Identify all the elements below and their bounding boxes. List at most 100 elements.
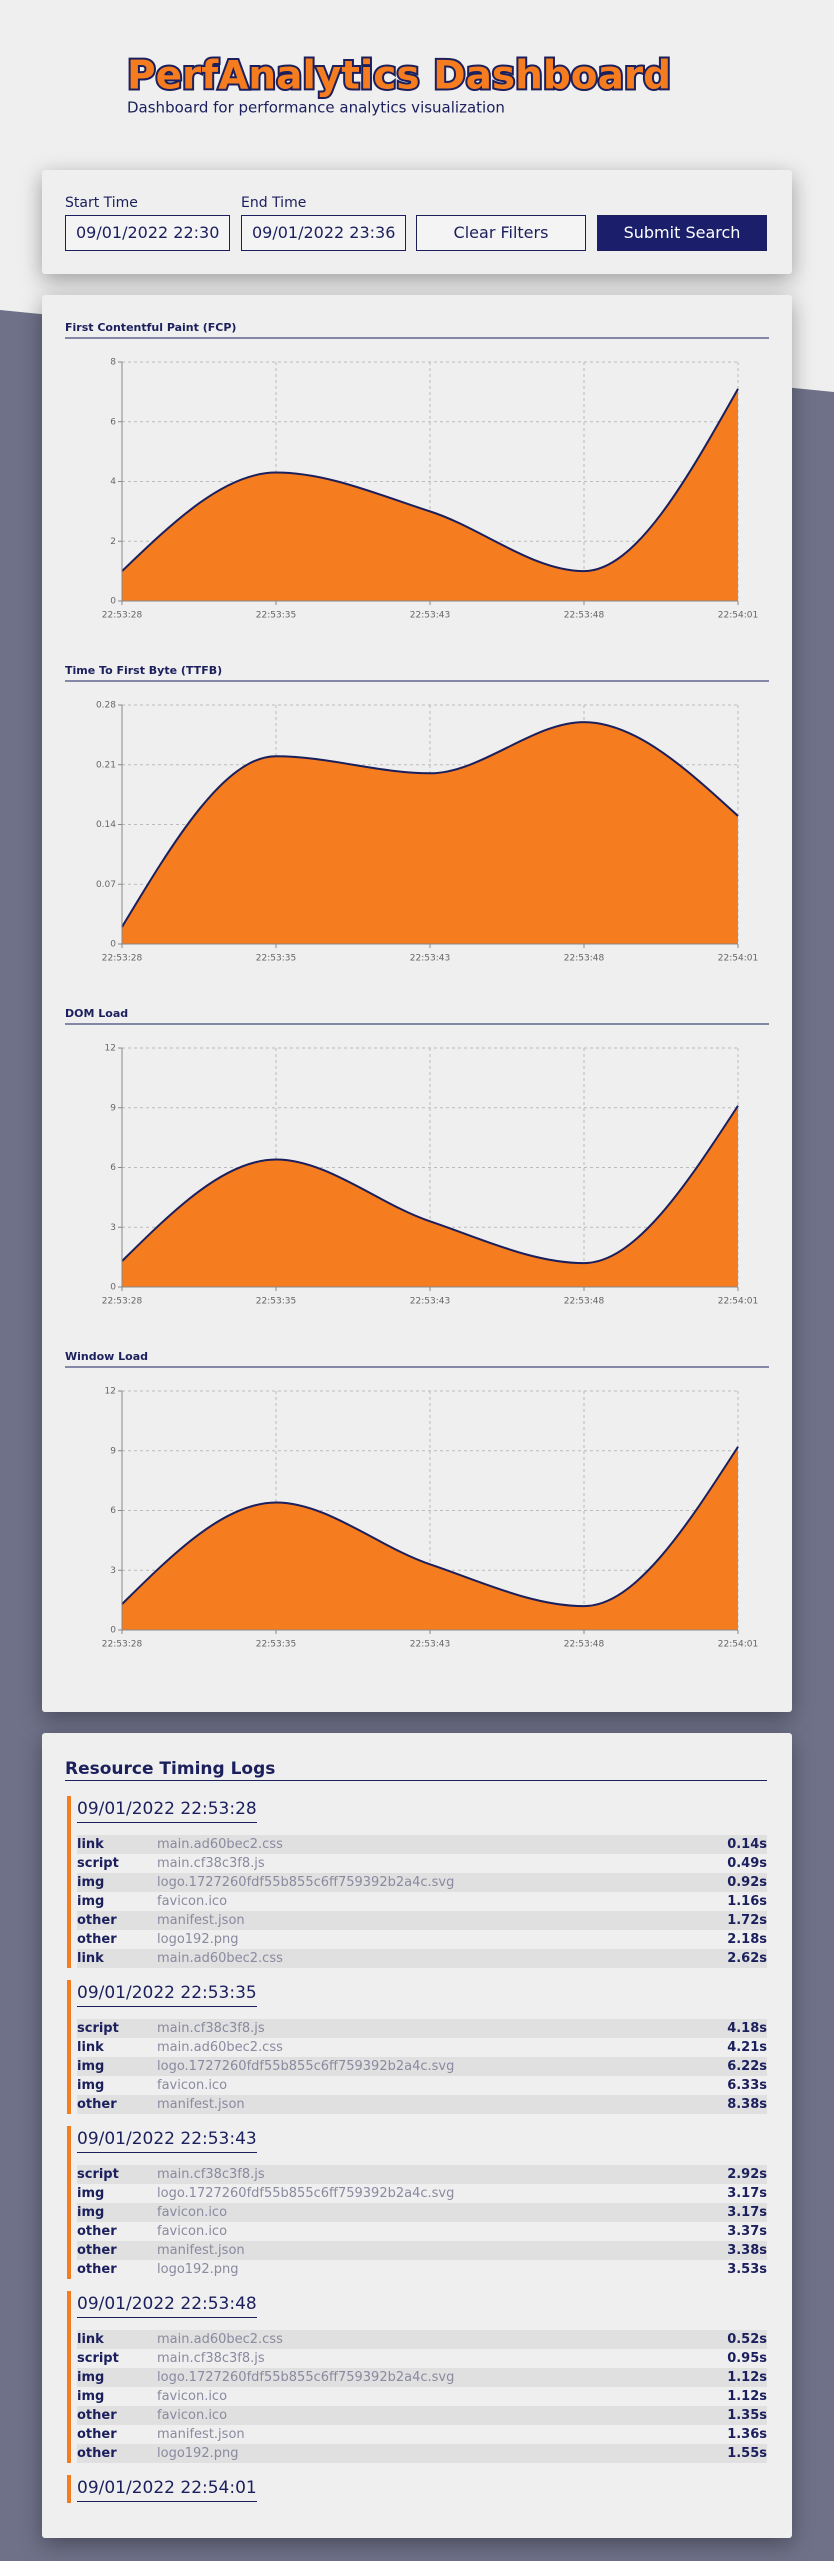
y-tick-label: 0	[110, 1283, 116, 1293]
x-tick-label: 22:53:28	[102, 1640, 143, 1650]
resource-type: link	[77, 1951, 104, 1966]
x-tick-label: 22:53:43	[410, 1640, 450, 1650]
log-row: other manifest.json 1.72s	[77, 1911, 767, 1930]
chart-title: First Contentful Paint (FCP)	[65, 321, 236, 334]
x-tick-label: 22:53:28	[102, 954, 143, 964]
y-tick-label: 0	[110, 940, 116, 950]
resource-type: script	[77, 2351, 119, 2366]
resource-duration: 6.22s	[727, 2059, 767, 2074]
log-group: 09/01/2022 22:53:48 link main.ad60bec2.css…	[67, 2291, 767, 2463]
resource-duration: 6.33s	[727, 2078, 767, 2093]
y-tick-label: 0	[110, 597, 116, 607]
log-row: img logo.1727260fdf55b855c6ff759392b2a4c.…	[77, 1873, 767, 1892]
chart-title: Time To First Byte (TTFB)	[65, 664, 222, 677]
x-tick-label: 22:53:28	[102, 611, 143, 621]
resource-duration: 1.12s	[727, 2370, 767, 2385]
y-tick-label: 6	[110, 417, 116, 427]
resource-name: favicon.ico	[157, 2408, 228, 2423]
resource-type: other	[77, 1932, 117, 1947]
resource-type: img	[77, 2389, 105, 2404]
resource-type: link	[77, 1837, 104, 1852]
resource-name: logo.1727260fdf55b855c6ff759392b2a4c.svg	[157, 2186, 455, 2201]
group-header: 09/01/2022 22:53:48	[77, 2291, 767, 2319]
x-tick-label: 22:53:28	[102, 1297, 143, 1307]
area-line	[121, 1105, 739, 1265]
charts: First Contentful Paint (FCP) 0 2 4 6 8 22:53:2…	[65, 321, 769, 1650]
resource-duration: 3.38s	[727, 2243, 767, 2258]
resource-name: main.ad60bec2.css	[157, 1951, 283, 1966]
resource-type: other	[77, 2224, 117, 2239]
submit-button[interactable]: Submit Search	[597, 215, 767, 251]
y-tick-label: 12	[105, 1387, 116, 1397]
resource-duration: 1.35s	[727, 2408, 767, 2423]
resource-duration: 3.53s	[727, 2262, 767, 2277]
x-tick-label: 22:53:48	[564, 954, 605, 964]
log-row: other manifest.json 1.36s	[77, 2425, 767, 2444]
resource-name: logo.1727260fdf55b855c6ff759392b2a4c.svg	[157, 1875, 455, 1890]
resource-type: script	[77, 2021, 119, 2036]
log-group: 09/01/2022 22:53:35 script main.cf38c3f8.j…	[67, 1980, 767, 2114]
x-tick-label: 22:53:43	[410, 611, 450, 621]
resource-duration: 2.18s	[727, 1932, 767, 1947]
resource-duration: 1.55s	[727, 2446, 767, 2461]
chart-title: DOM Load	[65, 1007, 128, 1020]
x-tick-label: 22:53:43	[410, 954, 450, 964]
resource-duration: 4.21s	[727, 2040, 767, 2055]
log-row: img favicon.ico 1.16s	[77, 1892, 767, 1911]
start-input[interactable]: 09/01/2022 22:30	[65, 215, 230, 251]
resource-name: main.cf38c3f8.js	[157, 2021, 265, 2036]
chart-title: Window Load	[65, 1350, 148, 1363]
log-row: link main.ad60bec2.css 2.62s	[77, 1949, 767, 1968]
log-row: img logo.1727260fdf55b855c6ff759392b2a4c.…	[77, 2368, 767, 2387]
resource-duration: 0.14s	[727, 1837, 767, 1852]
resource-duration: 0.49s	[727, 1856, 767, 1871]
end-input[interactable]: 09/01/2022 23:36	[241, 215, 406, 251]
log-row: img favicon.ico 6.33s	[77, 2076, 767, 2095]
clear-button[interactable]: Clear Filters	[416, 215, 586, 251]
resource-duration: 0.52s	[727, 2332, 767, 2347]
group-time: 09/01/2022 22:53:35	[77, 1980, 257, 2007]
start-label: Start Time	[65, 195, 138, 211]
resource-type: link	[77, 2332, 104, 2347]
y-tick-label: 6	[110, 1506, 116, 1516]
log-row: other favicon.ico 1.35s	[77, 2406, 767, 2425]
y-tick-label: 0.28	[96, 701, 116, 711]
resource-name: favicon.ico	[157, 2078, 228, 2093]
x-tick-label: 22:54:01	[718, 611, 758, 621]
x-tick-label: 22:53:35	[256, 1640, 296, 1650]
log-row: other favicon.ico 3.37s	[77, 2222, 767, 2241]
x-tick-label: 22:53:35	[256, 1297, 296, 1307]
logs-card: Resource Timing Logs 09/01/2022 22:53:28…	[42, 1733, 792, 2538]
resource-type: other	[77, 1913, 117, 1928]
charts-card: First Contentful Paint (FCP) 0 2 4 6 8 22:53:2…	[42, 295, 792, 1712]
y-tick-label: 3	[110, 1566, 116, 1576]
y-tick-label: 2	[110, 537, 116, 547]
x-tick-label: 22:54:01	[718, 954, 758, 964]
resource-name: manifest.json	[157, 2243, 245, 2258]
resource-name: logo192.png	[157, 2446, 239, 2461]
resource-duration: 1.72s	[727, 1913, 767, 1928]
log-groups: 09/01/2022 22:53:28 link main.ad60bec2.css…	[65, 1796, 767, 2503]
resource-duration: 1.12s	[727, 2389, 767, 2404]
resource-duration: 8.38s	[727, 2097, 767, 2112]
x-tick-label: 22:54:01	[718, 1640, 758, 1650]
group-time: 09/01/2022 22:53:48	[77, 2291, 257, 2318]
resource-duration: 2.62s	[727, 1951, 767, 1966]
resource-name: logo.1727260fdf55b855c6ff759392b2a4c.svg	[157, 2059, 455, 2074]
log-group: 09/01/2022 22:53:43 script main.cf38c3f8.j…	[67, 2126, 767, 2279]
area	[122, 1446, 738, 1630]
log-row: img favicon.ico 1.12s	[77, 2387, 767, 2406]
resource-duration: 1.16s	[727, 1894, 767, 1909]
resource-type: link	[77, 2040, 104, 2055]
log-group: 09/01/2022 22:54:01	[67, 2475, 767, 2503]
x-tick-label: 22:53:48	[564, 1297, 605, 1307]
resource-duration: 4.18s	[727, 2021, 767, 2036]
log-row: script main.cf38c3f8.js 4.18s	[77, 2019, 767, 2038]
group-time: 09/01/2022 22:53:28	[77, 1796, 257, 1823]
log-row: script main.cf38c3f8.js 0.95s	[77, 2349, 767, 2368]
resource-name: main.ad60bec2.css	[157, 2332, 283, 2347]
x-tick-label: 22:53:35	[256, 611, 296, 621]
resource-name: logo.1727260fdf55b855c6ff759392b2a4c.svg	[157, 2370, 455, 2385]
resource-name: main.ad60bec2.css	[157, 1837, 283, 1852]
log-row: img favicon.ico 3.17s	[77, 2203, 767, 2222]
